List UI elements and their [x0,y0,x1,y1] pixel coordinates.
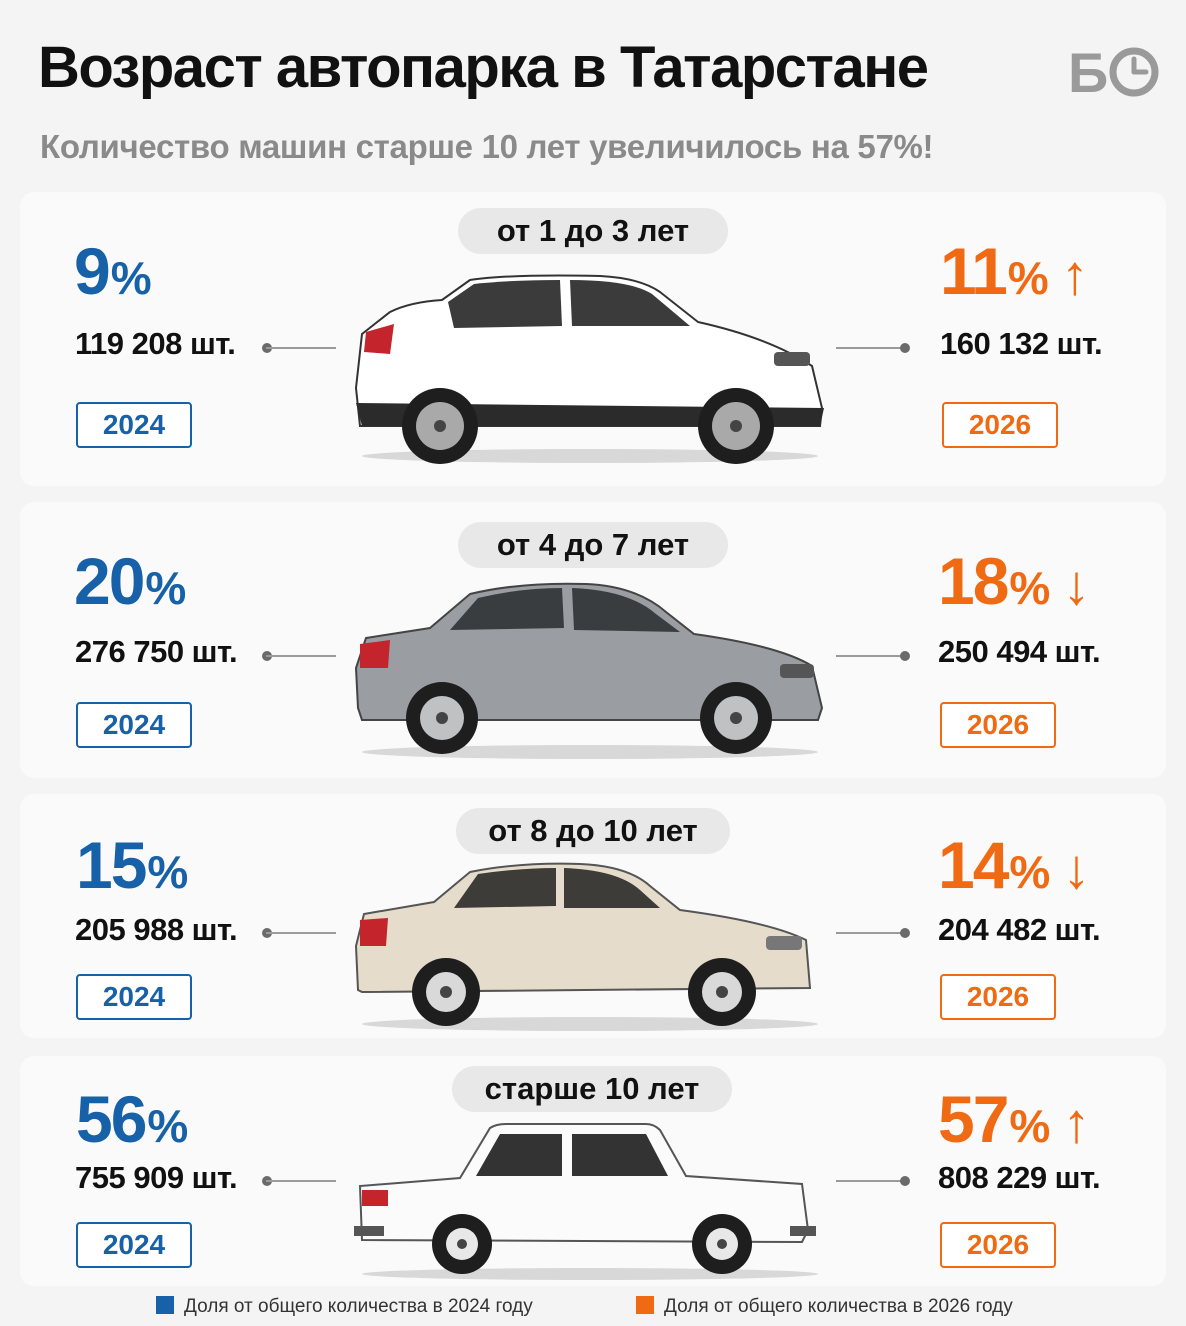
year-badge-2024: 2024 [76,702,192,748]
white-crossover-icon [354,274,824,464]
arrow-up-icon: ↑ [1062,1091,1090,1154]
legend-swatch-orange [636,1296,654,1314]
connector-dot [900,928,910,938]
age-group-label: от 4 до 7 лет [458,522,728,568]
connector-line [836,932,906,934]
year-badge-2026: 2026 [940,974,1056,1020]
legend-swatch-blue [156,1296,174,1314]
beige-sedan-icon [354,862,818,1031]
connector-line [836,1180,906,1182]
connector-line [266,347,336,349]
share-2024: 56% [76,1082,189,1156]
connector-dot [900,651,910,661]
page-title: Возраст автопарка в Татарстане [38,35,929,100]
connector-line [266,655,336,657]
connector-line [266,1180,336,1182]
age-group-label: от 8 до 10 лет [456,808,730,854]
count-2024: 119 208 шт. [75,326,236,361]
share-2026: 18% ↓ [938,544,1090,618]
connector-line [836,347,906,349]
page-subtitle: Количество машин старше 10 лет увеличило… [40,128,934,165]
count-2026: 204 482 шт. [938,912,1101,947]
arrow-down-icon: ↓ [1062,553,1090,616]
legend-item-2024: Доля от общего количества в 2024 году [156,1296,533,1318]
year-badge-2026: 2026 [940,1222,1056,1268]
count-2024: 755 909 шт. [75,1160,238,1195]
count-2024: 276 750 шт. [75,634,238,669]
year-badge-2024: 2024 [76,402,192,448]
grey-sedan-icon [354,582,824,759]
connector-line [836,655,906,657]
arrow-up-icon: ↑ [1060,243,1089,306]
share-2026: 14% ↓ [938,828,1090,902]
connector-dot [900,343,910,353]
share-2024: 9% [74,234,152,308]
year-badge-2026: 2026 [942,402,1058,448]
year-badge-2026: 2026 [940,702,1056,748]
count-2026: 160 132 шт. [940,326,1103,361]
bo-logo: Б [1068,41,1159,100]
arrow-down-icon: ↓ [1062,837,1090,900]
connector-dot [900,1176,910,1186]
legend-item-2026: Доля от общего количества в 2026 году [636,1296,1013,1318]
connector-line [266,932,336,934]
share-2026: 57% ↑ [938,1082,1090,1156]
age-group-label: от 1 до 3 лет [458,208,728,254]
year-badge-2024: 2024 [76,974,192,1020]
year-badge-2024: 2024 [76,1222,192,1268]
count-2026: 808 229 шт. [938,1160,1101,1195]
age-group-label: старше 10 лет [452,1066,732,1112]
white-classic-sedan-icon [354,1123,818,1280]
count-2024: 205 988 шт. [75,912,238,947]
svg-text:Б: Б [1068,41,1108,100]
share-2024: 20% [74,544,187,618]
share-2024: 15% [76,828,189,902]
share-2026: 11% ↑ [940,234,1089,308]
count-2026: 250 494 шт. [938,634,1101,669]
